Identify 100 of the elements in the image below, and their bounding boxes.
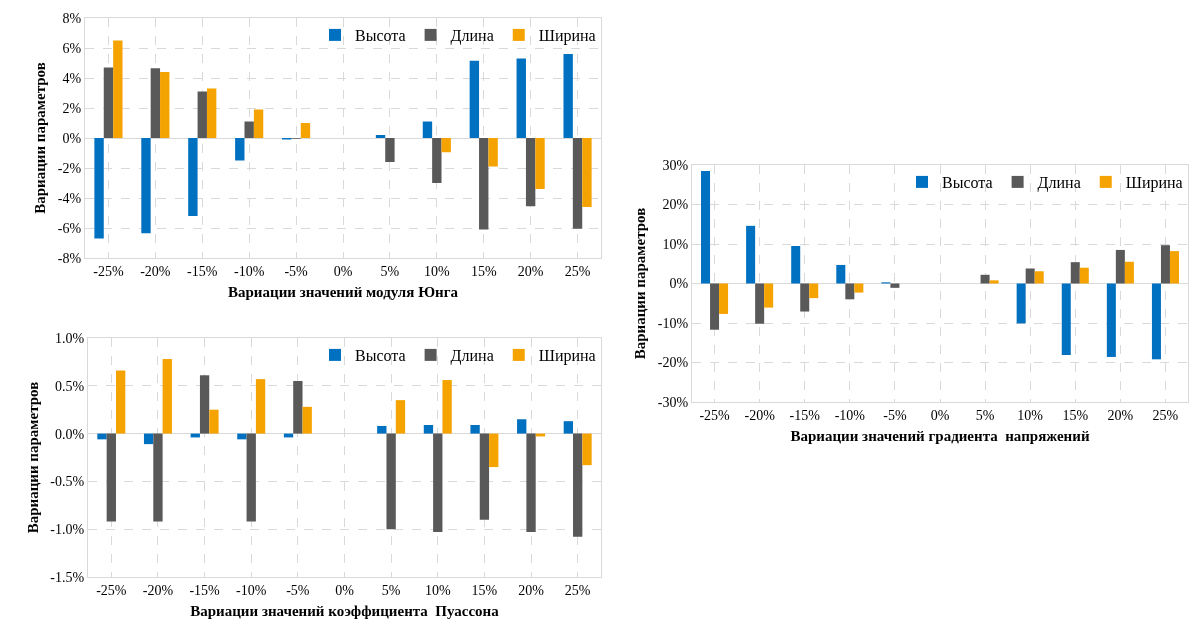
- bar: [395, 400, 406, 434]
- bar: [845, 283, 855, 300]
- bar: [188, 138, 198, 216]
- bar: [1079, 267, 1089, 284]
- y-tick-label: 0%: [669, 276, 689, 292]
- bar: [563, 54, 573, 138]
- x-tick-label: 0%: [335, 582, 355, 598]
- y-tick-label: 10%: [662, 236, 689, 252]
- y-tick-label: 6%: [62, 40, 82, 56]
- y-axis-title: Вариации параметров: [632, 207, 649, 360]
- bar: [106, 433, 116, 522]
- y-tick-label: -6%: [57, 220, 82, 236]
- bar: [525, 138, 536, 207]
- bar: [441, 138, 451, 153]
- bar: [246, 433, 256, 522]
- bar: [1151, 283, 1161, 360]
- bar: [1106, 283, 1116, 357]
- bar: [989, 280, 999, 284]
- bar: [563, 421, 574, 434]
- y-tick-label: 2%: [62, 100, 82, 116]
- bar: [253, 109, 264, 138]
- bar: [710, 283, 720, 330]
- bar: [1169, 251, 1179, 284]
- y-tick-label: 0.5%: [55, 378, 85, 394]
- bar: [385, 138, 395, 162]
- bar: [302, 406, 312, 434]
- x-tick-label: 25%: [564, 582, 591, 598]
- bar: [199, 375, 210, 434]
- y-tick-label: 1.0%: [55, 330, 85, 346]
- y-tick-label: -1.5%: [50, 569, 85, 585]
- x-tick-label: 15%: [470, 263, 497, 279]
- legend-label: Ширина: [538, 347, 596, 366]
- bar: [469, 60, 480, 138]
- bar: [160, 72, 170, 138]
- x-tick-label: 20%: [517, 263, 544, 279]
- bar: [386, 433, 396, 530]
- y-tick-label: -2%: [57, 160, 82, 176]
- bar: [432, 138, 442, 183]
- y-tick-label: -1.0%: [50, 522, 85, 538]
- legend-label: Высота: [355, 27, 406, 45]
- bar: [836, 264, 846, 284]
- x-axis-title: Вариации значений коэффициента Пуассона: [190, 602, 500, 619]
- bar: [94, 138, 104, 239]
- legend-label: Длина: [1037, 174, 1081, 193]
- bar: [582, 138, 592, 207]
- x-axis-title: Вариации значений градиента напряжений: [790, 427, 1090, 444]
- x-tick-label: -10%: [236, 582, 267, 598]
- bar: [150, 68, 161, 138]
- y-tick-label: 0%: [62, 130, 82, 146]
- y-tick-label: -30%: [657, 394, 689, 410]
- bar: [97, 433, 107, 440]
- bar: [800, 283, 810, 312]
- bar: [479, 138, 489, 230]
- bar: [141, 138, 151, 234]
- bar: [479, 433, 490, 520]
- bar: [582, 433, 592, 466]
- x-tick-label: -15%: [789, 407, 821, 423]
- bar: [516, 58, 526, 138]
- bar: [162, 359, 172, 434]
- y-tick-label: -20%: [657, 355, 689, 371]
- x-tick-label: -15%: [189, 582, 221, 598]
- x-tick-label: 0%: [930, 407, 950, 423]
- bar: [377, 425, 387, 434]
- bar: [854, 283, 864, 293]
- y-axis-title: Вариации параметров: [24, 381, 41, 534]
- bar: [791, 245, 801, 284]
- bar: [535, 138, 545, 189]
- bar: [115, 370, 126, 434]
- x-tick-label: -10%: [234, 263, 265, 279]
- x-tick-label: 20%: [1107, 407, 1134, 423]
- bar: [719, 283, 729, 314]
- bar: [489, 433, 499, 468]
- x-tick-label: -5%: [286, 582, 310, 598]
- bar: [143, 433, 154, 445]
- bar: [235, 138, 245, 161]
- bar: [1025, 268, 1035, 284]
- y-tick-label: 0.0%: [55, 426, 85, 442]
- bar: [526, 433, 536, 533]
- bar: [1016, 283, 1026, 324]
- bar: [746, 225, 756, 284]
- bar: [701, 170, 711, 284]
- bar: [980, 274, 990, 284]
- x-tick-label: 25%: [1152, 407, 1179, 423]
- y-tick-label: -0.5%: [50, 474, 85, 490]
- x-tick-label: 5%: [380, 263, 400, 279]
- x-tick-label: 10%: [423, 263, 450, 279]
- bar: [572, 138, 583, 229]
- x-tick-label: -15%: [187, 263, 218, 279]
- x-tick-label: 25%: [564, 263, 591, 279]
- y-axis-title: Вариации параметров: [32, 62, 49, 214]
- x-tick-label: 20%: [518, 582, 545, 598]
- bar: [375, 135, 386, 138]
- bar: [113, 40, 123, 138]
- x-tick-label: 15%: [1062, 407, 1089, 423]
- bar: [488, 138, 498, 167]
- x-tick-label: -5%: [883, 407, 907, 423]
- x-axis-title: Вариации значений модуля Юнга: [228, 283, 459, 300]
- bar: [809, 283, 819, 299]
- bar: [890, 283, 900, 288]
- y-tick-label: -8%: [57, 250, 82, 266]
